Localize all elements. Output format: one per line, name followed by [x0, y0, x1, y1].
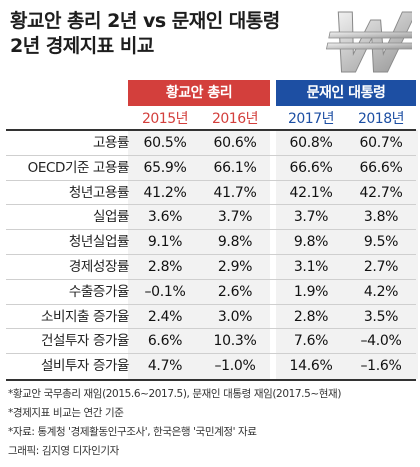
table-cell: 3.6%	[147, 209, 183, 226]
row-label: 청년고용률	[68, 184, 130, 201]
table-cell: 9.5%	[363, 234, 399, 251]
row-divider	[6, 204, 416, 206]
table-cell: 2.7%	[363, 259, 399, 275]
table-cell: 4.2%	[363, 283, 399, 300]
column-header-2016: 2016년	[211, 111, 259, 127]
table-cell: 9.8%	[217, 234, 253, 251]
footnote: *황교안 국무총리 재임(2015.6~2017.5), 문재인 대통령 재임(…	[8, 388, 342, 400]
table-cell: 60.6%	[213, 135, 257, 151]
row-divider	[6, 254, 416, 255]
row-divider	[6, 229, 416, 231]
table-cell: 4.7%	[147, 358, 183, 375]
row-label: 소비지출 증가율	[40, 308, 129, 325]
row-divider	[6, 278, 416, 280]
footnotes: *황교안 국무총리 재임(2015.6~2017.5), 문재인 대통령 재임(…	[8, 385, 341, 461]
table-cell: 3.7%	[217, 209, 253, 226]
row-divider	[6, 353, 416, 355]
table-row: 소비지출 증가율 2.4% 3.0% 2.8% 3.5%	[6, 305, 416, 329]
table-cell: 1.9%	[293, 283, 329, 300]
table-cell: 65.9%	[143, 159, 187, 176]
table-cell: 60.7%	[359, 135, 403, 151]
row-label: 건설투자 증가율	[40, 333, 129, 350]
column-header-2015: 2015년	[141, 111, 189, 127]
row-label: 실업률	[92, 209, 129, 226]
table-cell: 7.6%	[293, 333, 329, 350]
table-cell: 2.6%	[217, 283, 253, 300]
table-row: 건설투자 증가율 6.6% 10.3% 7.6% –4.0%	[6, 329, 416, 353]
table-row: 청년고용률 41.2% 41.7% 42.1% 42.7%	[6, 181, 416, 205]
table-row: 설비투자 증가율 4.7% –1.0% 14.6% –1.6%	[6, 354, 416, 378]
table-row: 수출증가율 –0.1% 2.6% 1.9% 4.2%	[6, 280, 416, 304]
table-cell: 9.8%	[293, 234, 329, 251]
table-row: 경제성장률 2.8% 2.9% 3.1% 2.7%	[6, 255, 416, 279]
row-divider	[6, 154, 416, 156]
row-label: 설비투자 증가율	[40, 358, 129, 375]
row-divider	[6, 328, 416, 330]
table-cell: 14.6%	[289, 358, 333, 375]
table-cell: –1.6%	[360, 358, 402, 375]
row-label: 청년실업률	[68, 234, 130, 251]
won-sign-icon	[325, 11, 412, 73]
table-cell: 60.8%	[289, 135, 333, 151]
table-cell: 2.8%	[293, 308, 329, 325]
table-bottom-rule	[6, 379, 416, 381]
table-cell: 3.0%	[217, 308, 253, 325]
column-header-2018: 2018년	[357, 111, 405, 127]
row-label: 경제성장률	[68, 259, 130, 275]
footnote: 그래픽: 김지영 디자인기자	[8, 445, 119, 457]
table-cell: 66.6%	[359, 159, 403, 176]
title-line-2: 2년 경제지표 비교	[10, 35, 154, 57]
table-cell: 3.1%	[293, 259, 329, 275]
table-cell: 42.1%	[289, 184, 333, 201]
table-cell: 41.2%	[143, 184, 187, 201]
table-cell: 42.7%	[359, 184, 403, 201]
row-label: OECD기준 고용률	[27, 159, 130, 176]
table-cell: 6.6%	[147, 333, 183, 350]
table-cell: –4.0%	[360, 333, 402, 350]
table-row: OECD기준 고용률 65.9% 66.1% 66.6% 66.6%	[6, 156, 416, 180]
row-label: 고용률	[92, 135, 129, 151]
table-row: 실업률 3.6% 3.7% 3.7% 3.8%	[6, 205, 416, 229]
group-header-hwang: 황교안 총리	[128, 80, 270, 106]
footnote: *자료: 통계청 '경제활동인구조사', 한국은행 '국민계정' 자료	[8, 426, 257, 438]
table-cell: 9.1%	[147, 234, 183, 251]
table-cell: 60.5%	[143, 135, 187, 151]
table-cell: 2.9%	[217, 259, 253, 275]
table-row: 고용률 60.5% 60.6% 60.8% 60.7%	[6, 131, 416, 155]
table-cell: 66.6%	[289, 159, 333, 176]
table-cell: 3.7%	[293, 209, 329, 226]
table-cell: 41.7%	[213, 184, 257, 201]
table-cell: –1.0%	[214, 358, 256, 375]
table-row: 청년실업률 9.1% 9.8% 9.8% 9.5%	[6, 230, 416, 254]
table-top-rule	[6, 129, 416, 131]
footnote: *경제지표 비교는 연간 기준	[8, 407, 124, 419]
table-cell: 2.4%	[147, 308, 183, 325]
table-cell: 10.3%	[213, 333, 257, 350]
row-divider	[6, 303, 416, 305]
column-header-2017: 2017년	[287, 111, 335, 127]
table-cell: 2.8%	[147, 259, 183, 275]
title-line-1: 황교안 총리 2년 vs 문재인 대통령	[10, 10, 280, 32]
row-label: 수출증가율	[68, 283, 130, 300]
row-divider	[6, 179, 416, 181]
table-cell: –0.1%	[144, 283, 186, 300]
table-cell: 3.8%	[363, 209, 399, 226]
table-cell: 3.5%	[363, 308, 399, 325]
page-title: 황교안 총리 2년 vs 문재인 대통령 2년 경제지표 비교	[10, 9, 280, 59]
table-cell: 66.1%	[213, 159, 257, 176]
group-header-moon: 문재인 대통령	[276, 80, 416, 106]
